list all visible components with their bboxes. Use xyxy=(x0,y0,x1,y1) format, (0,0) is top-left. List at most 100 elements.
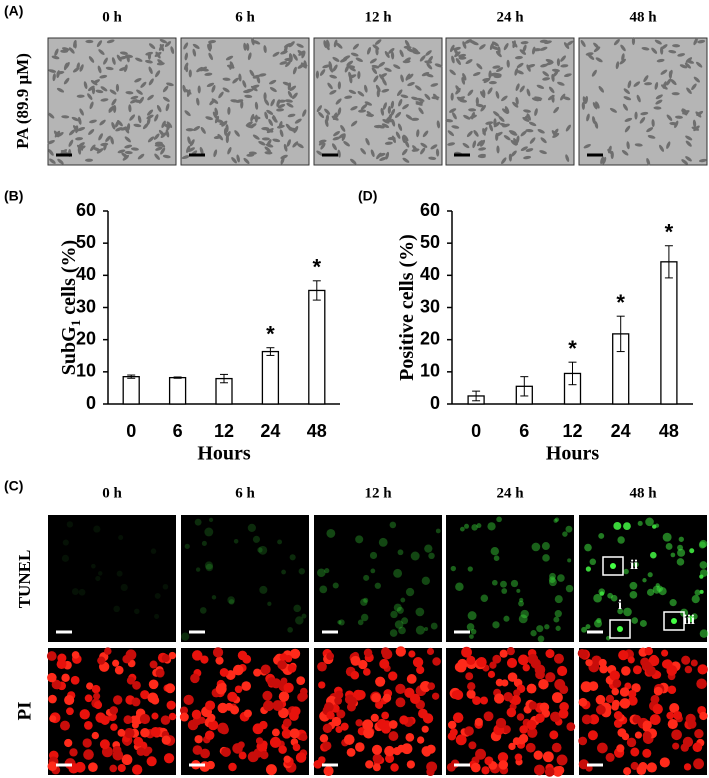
cell xyxy=(277,659,287,670)
cell xyxy=(162,154,171,159)
cell xyxy=(332,64,338,72)
cell xyxy=(592,116,596,124)
cell xyxy=(350,158,357,165)
cell xyxy=(79,64,84,72)
cell xyxy=(669,599,677,607)
cell xyxy=(120,126,129,131)
cell xyxy=(183,62,189,70)
cell xyxy=(525,742,536,753)
cell xyxy=(557,574,565,582)
cell xyxy=(99,119,106,126)
cell xyxy=(90,144,96,152)
cell xyxy=(506,59,510,68)
cell xyxy=(656,58,665,63)
cell xyxy=(150,726,161,737)
cell xyxy=(480,139,486,147)
cell xyxy=(686,87,692,94)
cell xyxy=(375,47,379,56)
cell xyxy=(402,59,411,64)
cell xyxy=(352,43,359,50)
cell xyxy=(447,142,456,146)
cell xyxy=(631,617,639,624)
cell xyxy=(522,44,527,53)
cell xyxy=(465,672,474,681)
cell xyxy=(64,738,73,748)
cell xyxy=(100,98,109,102)
cell xyxy=(379,156,387,161)
y-tick-label: 0 xyxy=(86,393,96,413)
micrograph xyxy=(445,37,575,166)
cell xyxy=(472,140,477,149)
cell xyxy=(54,48,59,57)
cell xyxy=(326,529,336,538)
cell xyxy=(197,85,201,94)
cell xyxy=(468,108,477,112)
cell xyxy=(225,135,229,144)
y-tick-label: 50 xyxy=(76,232,96,252)
cell xyxy=(243,42,247,51)
cell xyxy=(320,142,326,150)
cell xyxy=(155,51,161,59)
cell xyxy=(187,136,191,145)
cell xyxy=(560,55,566,62)
cell xyxy=(485,121,494,125)
cell xyxy=(501,588,508,594)
cell xyxy=(518,614,528,624)
cell xyxy=(76,94,85,98)
cell xyxy=(613,711,623,720)
cell xyxy=(422,748,431,757)
x-axis-label: Hours xyxy=(546,443,600,465)
cell xyxy=(228,599,235,605)
cell xyxy=(205,116,214,121)
y-tick-label: 30 xyxy=(420,296,440,316)
cell xyxy=(357,71,361,80)
cell xyxy=(222,77,231,81)
cell xyxy=(227,691,238,702)
y-tick-label: 60 xyxy=(76,200,96,220)
cell xyxy=(545,649,555,659)
time-label: 12 h xyxy=(364,485,392,501)
cell xyxy=(670,552,676,558)
cell xyxy=(97,65,102,74)
cell xyxy=(126,123,131,132)
cell xyxy=(97,571,103,576)
cell xyxy=(46,651,57,661)
cell xyxy=(130,99,138,104)
cell xyxy=(538,678,549,690)
image-bg xyxy=(314,515,442,642)
cell xyxy=(531,97,540,102)
cell xyxy=(88,762,98,773)
cell xyxy=(520,130,527,137)
cell xyxy=(245,88,254,93)
cell xyxy=(666,665,678,676)
cell xyxy=(297,692,307,702)
cell xyxy=(272,138,281,143)
cell xyxy=(563,73,572,78)
cell xyxy=(503,692,513,702)
cell xyxy=(436,120,441,129)
cell xyxy=(98,133,104,141)
cell xyxy=(520,609,529,619)
cell xyxy=(542,77,551,81)
cell xyxy=(56,87,65,93)
cell xyxy=(665,543,673,550)
cell xyxy=(510,139,517,146)
cell xyxy=(116,570,123,577)
cell xyxy=(323,765,334,777)
cell xyxy=(388,47,395,54)
cell xyxy=(205,700,216,711)
cell xyxy=(468,741,477,750)
cell xyxy=(47,139,55,145)
cell xyxy=(559,701,569,712)
cell xyxy=(503,43,509,51)
cell xyxy=(98,49,105,55)
cell xyxy=(154,114,159,122)
image-bg xyxy=(446,515,574,642)
cell xyxy=(159,38,168,44)
cell xyxy=(581,626,587,633)
cell xyxy=(219,667,229,677)
cell xyxy=(199,607,207,614)
cell xyxy=(462,41,467,49)
cell xyxy=(166,700,176,710)
cell xyxy=(466,689,476,699)
